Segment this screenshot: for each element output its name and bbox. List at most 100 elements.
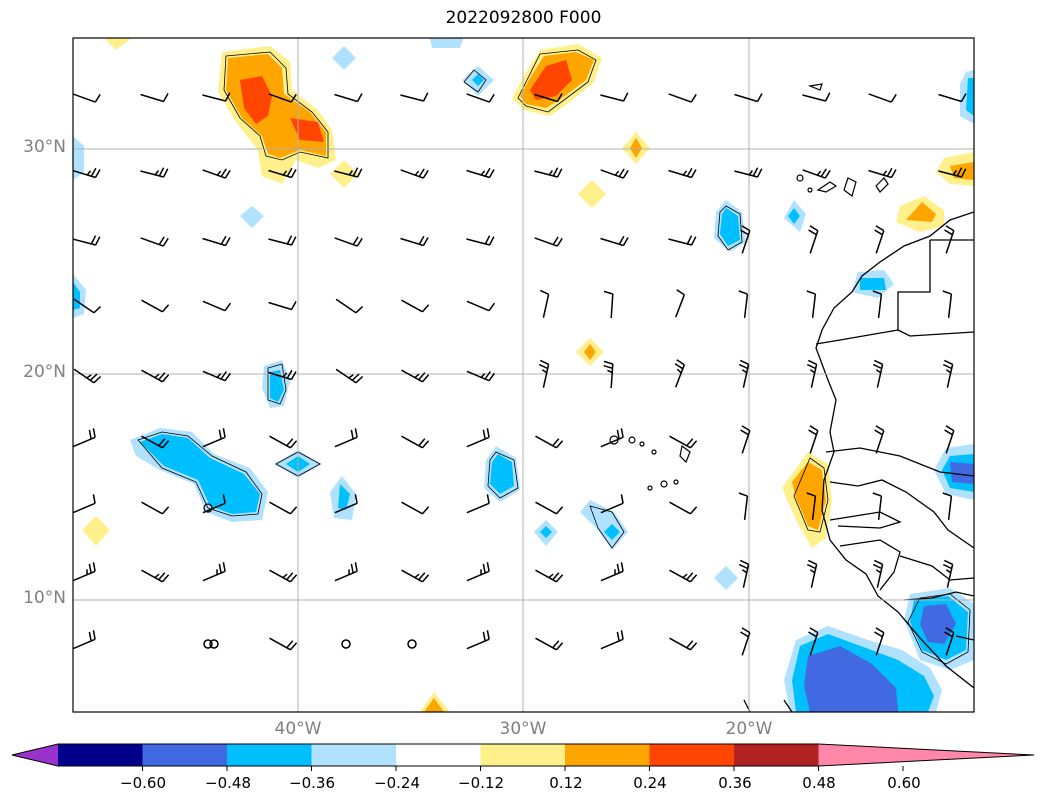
wind-barb: [334, 236, 363, 247]
negative-region: [804, 646, 898, 712]
wind-barb: [738, 559, 750, 588]
map-plot-area: [73, 38, 974, 712]
colorbar-label: −0.12: [458, 774, 504, 792]
wind-barb: [874, 225, 885, 254]
positive-region: [630, 138, 642, 158]
wind-barb: [674, 359, 686, 388]
wind-barb: [868, 167, 897, 179]
wind-barb: [600, 494, 624, 514]
colorbar-label: −0.48: [205, 774, 251, 792]
negative-region: [472, 74, 484, 86]
negative-region: [714, 566, 738, 590]
negative-region: [338, 484, 350, 510]
wind-barb: [466, 167, 495, 179]
wind-barb: [872, 359, 884, 388]
wind-barb: [534, 93, 563, 103]
wind-barb: [668, 167, 697, 179]
wind-barb: [335, 368, 364, 384]
wind-barb: [140, 167, 169, 178]
wind-barb: [872, 290, 883, 318]
wind-barb: [268, 369, 297, 381]
negative-region: [540, 526, 552, 538]
colorbar-label: −0.60: [120, 774, 166, 792]
wind-barb: [73, 93, 101, 103]
wind-barb: [808, 225, 819, 254]
wind-barb: [535, 637, 564, 651]
wind-barb: [73, 298, 102, 314]
negative-region: [270, 370, 284, 402]
wind-barb: [535, 569, 564, 583]
wind-barb: [942, 492, 953, 520]
map-grid: [73, 38, 974, 712]
wind-barb: [600, 562, 624, 582]
colorbar-label: −0.24: [374, 774, 420, 792]
wind-barb: [669, 435, 698, 449]
negative-region: [490, 454, 514, 494]
colorbar-segment: [227, 744, 312, 766]
wind-barb: [669, 569, 698, 583]
wind-barb: [944, 627, 955, 656]
wind-barb: [535, 435, 564, 449]
colorbar-label: 0.48: [802, 774, 836, 792]
wind-barb: [466, 370, 496, 382]
positive-region: [584, 344, 596, 360]
wind-barb: [141, 435, 170, 449]
wind-barb: [202, 168, 231, 179]
negative-region: [950, 462, 974, 484]
wind-barb: [466, 93, 495, 103]
wind-barb: [335, 298, 364, 314]
positive-region: [424, 698, 444, 712]
wind-barb: [938, 93, 967, 103]
wind-barb: [401, 435, 430, 449]
lat-label-20n: 20°N: [23, 362, 66, 382]
wind-barb: [806, 290, 817, 318]
colorbar-segment: [311, 744, 397, 766]
wind-barb: [534, 236, 563, 247]
colorbar-segment: [649, 744, 735, 766]
wind-barb: [944, 225, 955, 254]
negative-region: [860, 278, 886, 290]
wind-barb: [942, 359, 954, 388]
negative-region: [140, 434, 260, 514]
wind-barb: [938, 167, 967, 178]
wind-barb: [401, 369, 430, 383]
wind-barb: [268, 93, 297, 103]
wind-barb: [808, 425, 819, 454]
colorbar-label: 0.24: [633, 774, 667, 792]
wind-barb: [669, 637, 698, 651]
wind-barb: [73, 494, 96, 514]
wind-barb: [73, 630, 96, 650]
wind-barb: [202, 300, 232, 312]
wind-barb: [872, 559, 884, 588]
wind-barb: [872, 492, 883, 520]
wind-barb: [334, 167, 363, 178]
wind-barb: [466, 428, 490, 448]
wind-barb: [738, 290, 749, 318]
wind-barb: [600, 92, 629, 102]
map-frame: [72, 37, 975, 713]
negative-region: [604, 524, 620, 540]
colorbar-segment: [565, 744, 650, 766]
wind-barb: [806, 492, 817, 520]
wind-barb: [740, 627, 751, 656]
wind-barb: [734, 93, 763, 103]
wind-barb: [269, 435, 298, 449]
wind-barb: [802, 92, 831, 102]
wind-barb: [140, 93, 169, 103]
wind-barb: [269, 501, 298, 515]
wind-barb: [942, 290, 953, 318]
wind-barb: [466, 235, 495, 246]
wind-barb: [600, 630, 624, 650]
wind-barb: [141, 501, 170, 515]
islands-layer: [203, 83, 889, 513]
wind-barb: [734, 167, 763, 178]
colorbar: [11, 743, 1035, 771]
colorbar-segment: [734, 744, 819, 766]
wind-barb: [738, 359, 750, 388]
positive-region: [578, 180, 606, 208]
calm-wind-marker: [407, 639, 417, 649]
wind-barb: [806, 559, 818, 588]
wind-barb: [600, 168, 629, 179]
wind-barb: [944, 425, 955, 454]
